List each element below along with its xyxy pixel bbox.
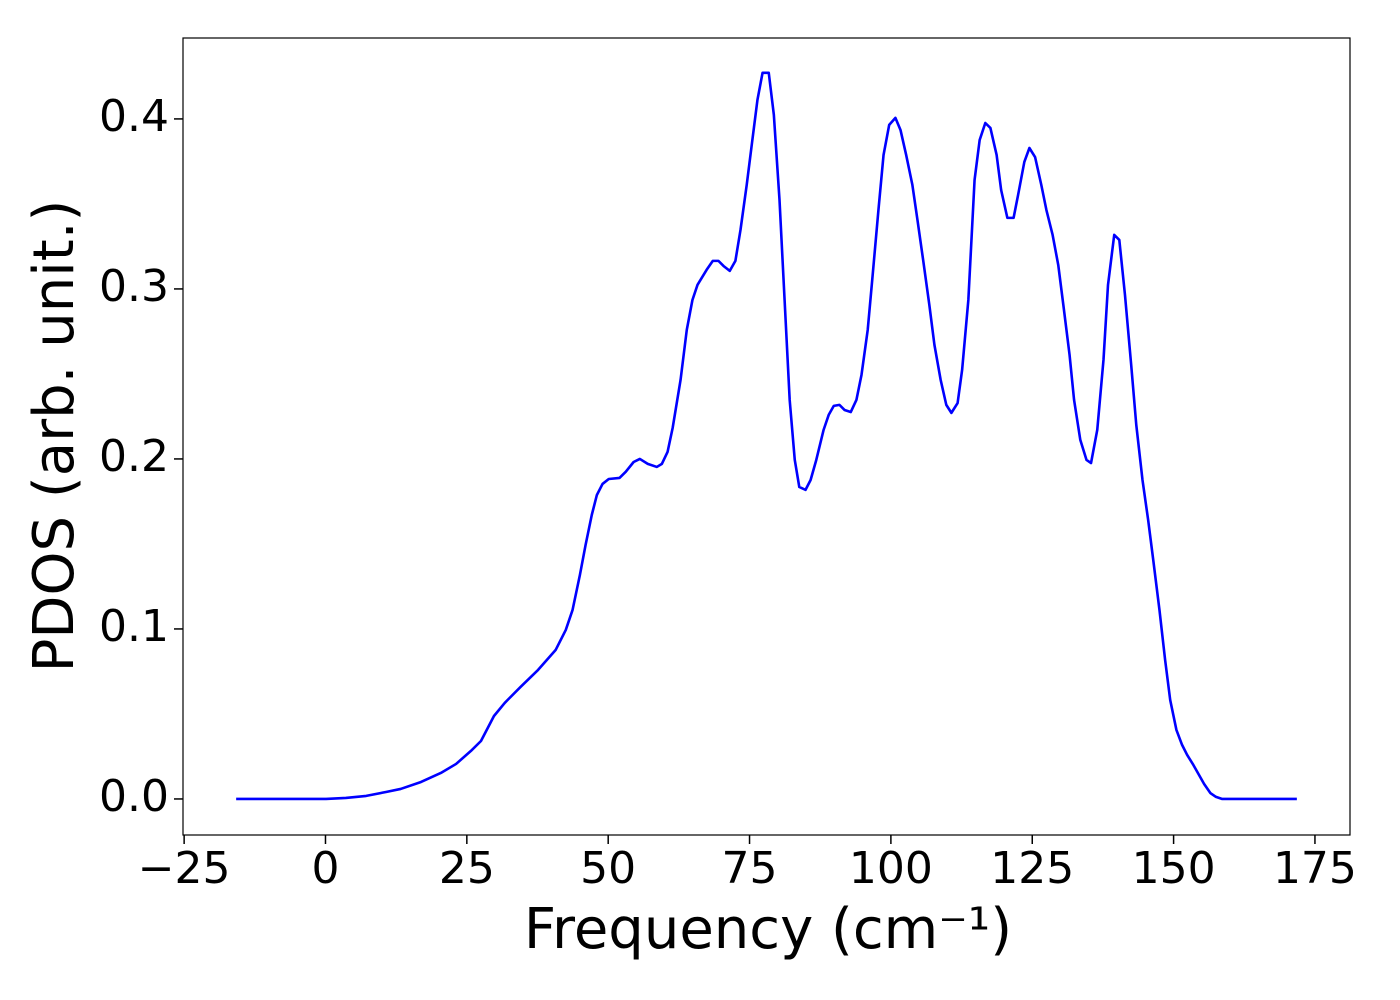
x-tick-label: 125 <box>990 843 1074 894</box>
y-tick-label: 0.0 <box>99 771 169 822</box>
line-series <box>236 71 1297 801</box>
x-tick-label: 25 <box>439 843 495 894</box>
x-tick-label: 150 <box>1132 843 1216 894</box>
y-tick-label: 0.4 <box>99 91 169 142</box>
x-tick-label: 100 <box>849 843 933 894</box>
x-tick-label: −25 <box>138 843 231 894</box>
x-tick-label: 75 <box>722 843 778 894</box>
x-axis-label: Frequency (cm⁻¹) <box>524 897 1012 962</box>
x-tick-label: 175 <box>1273 843 1357 894</box>
y-tick-label: 0.2 <box>99 431 169 482</box>
x-tick-label: 0 <box>311 843 339 894</box>
y-axis-label: PDOS (arb. unit.) <box>22 200 87 673</box>
y-tick-label: 0.3 <box>99 261 169 312</box>
plot-frame <box>182 37 1351 836</box>
y-tick-label: 0.1 <box>99 601 169 652</box>
x-tick-label: 50 <box>580 843 636 894</box>
